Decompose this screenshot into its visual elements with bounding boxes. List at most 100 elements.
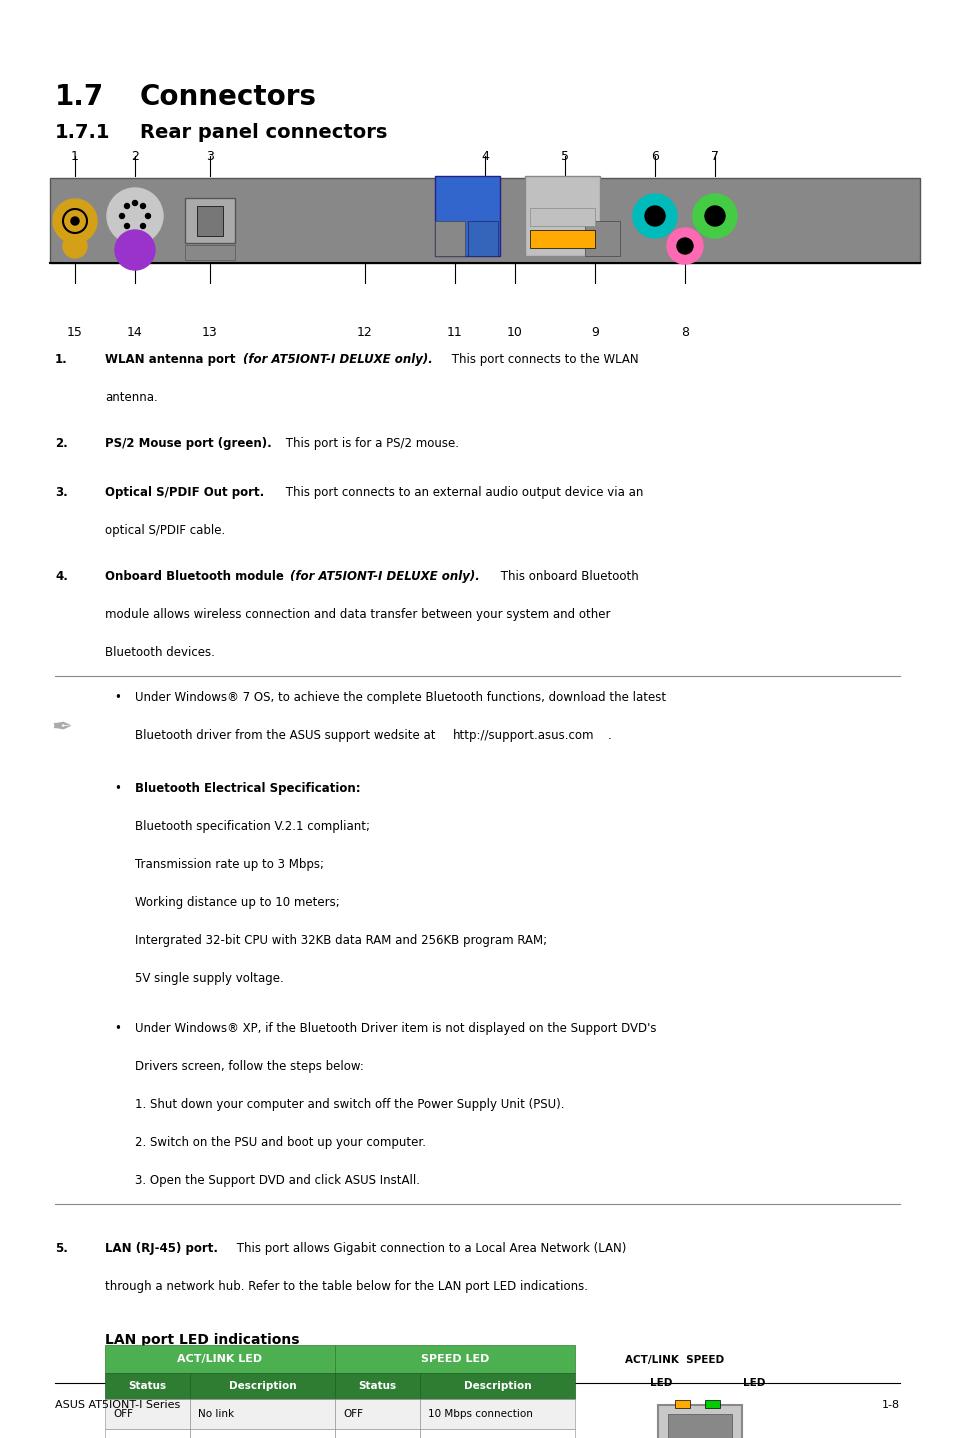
- Bar: [190, 1399, 335, 1428]
- Bar: [704, 1399, 720, 1408]
- Bar: [584, 221, 619, 256]
- Text: 3: 3: [206, 150, 213, 162]
- Text: This onboard Bluetooth: This onboard Bluetooth: [497, 569, 639, 582]
- Bar: [105, 1345, 335, 1373]
- Text: http://support.asus.com: http://support.asus.com: [453, 729, 594, 742]
- Bar: [105, 1373, 190, 1399]
- Text: 13: 13: [202, 326, 217, 339]
- Bar: [105, 1428, 190, 1438]
- Text: LAN port LED indications: LAN port LED indications: [105, 1333, 299, 1347]
- Text: LED: LED: [742, 1378, 764, 1388]
- Text: Under Windows® 7 OS, to achieve the complete Bluetooth functions, download the l: Under Windows® 7 OS, to achieve the comp…: [135, 692, 665, 705]
- Bar: [468, 221, 497, 256]
- Text: ACT/LINK  SPEED: ACT/LINK SPEED: [624, 1355, 723, 1365]
- Circle shape: [146, 213, 151, 219]
- Bar: [335, 1399, 419, 1428]
- Bar: [667, 1414, 731, 1438]
- Circle shape: [53, 198, 97, 243]
- Text: ASUS AT5IONT-I Series: ASUS AT5IONT-I Series: [55, 1401, 180, 1411]
- Text: OFF: OFF: [112, 1409, 132, 1419]
- Text: 9: 9: [591, 326, 598, 339]
- Text: 3.: 3.: [55, 486, 68, 499]
- Bar: [530, 209, 595, 226]
- Text: LED: LED: [649, 1378, 672, 1388]
- Bar: [335, 1428, 419, 1438]
- Circle shape: [115, 230, 154, 270]
- Circle shape: [132, 200, 137, 206]
- Text: 15: 15: [67, 326, 83, 339]
- Text: 3. Open the Support DVD and click ASUS InstAll.: 3. Open the Support DVD and click ASUS I…: [135, 1173, 419, 1186]
- Text: 8: 8: [680, 326, 688, 339]
- Text: optical S/PDIF cable.: optical S/PDIF cable.: [105, 523, 225, 536]
- Text: Description: Description: [463, 1380, 531, 1391]
- Circle shape: [107, 188, 163, 244]
- Bar: [419, 1399, 575, 1428]
- Bar: [419, 1373, 575, 1399]
- Text: No link: No link: [198, 1409, 233, 1419]
- Text: PS/2 Mouse port (green).: PS/2 Mouse port (green).: [105, 437, 272, 450]
- Text: Status: Status: [358, 1380, 396, 1391]
- Text: Under Windows® XP, if the Bluetooth Driver item is not displayed on the Support : Under Windows® XP, if the Bluetooth Driv…: [135, 1021, 656, 1034]
- Text: 1.7: 1.7: [55, 83, 104, 111]
- Text: 4: 4: [480, 150, 489, 162]
- Text: module allows wireless connection and data transfer between your system and othe: module allows wireless connection and da…: [105, 608, 610, 621]
- Text: 1.: 1.: [55, 352, 68, 367]
- Text: 5.: 5.: [55, 1242, 68, 1255]
- Text: 1.7.1: 1.7.1: [55, 124, 111, 142]
- Text: 2.: 2.: [55, 437, 68, 450]
- Text: This port is for a PS/2 mouse.: This port is for a PS/2 mouse.: [282, 437, 458, 450]
- Bar: [335, 1373, 419, 1399]
- Text: Intergrated 32-bit CPU with 32KB data RAM and 256KB program RAM;: Intergrated 32-bit CPU with 32KB data RA…: [135, 935, 547, 948]
- Text: 6: 6: [650, 150, 659, 162]
- Text: WLAN antenna port: WLAN antenna port: [105, 352, 239, 367]
- Text: OFF: OFF: [343, 1409, 363, 1419]
- Bar: [185, 244, 234, 260]
- Text: Description: Description: [229, 1380, 296, 1391]
- Text: 1. Shut down your computer and switch off the Power Supply Unit (PSU).: 1. Shut down your computer and switch of…: [135, 1097, 564, 1110]
- Text: Rear panel connectors: Rear panel connectors: [140, 124, 387, 142]
- Text: 5: 5: [560, 150, 568, 162]
- Text: Bluetooth Electrical Specification:: Bluetooth Electrical Specification:: [135, 782, 360, 795]
- Text: LAN (RJ-45) port.: LAN (RJ-45) port.: [105, 1242, 218, 1255]
- Bar: [50, 178, 919, 263]
- Circle shape: [692, 194, 737, 239]
- Text: 2. Switch on the PSU and boot up your computer.: 2. Switch on the PSU and boot up your co…: [135, 1136, 426, 1149]
- Bar: [335, 1345, 575, 1373]
- Text: This port allows Gigabit connection to a Local Area Network (LAN): This port allows Gigabit connection to a…: [233, 1242, 626, 1255]
- Text: SPEED LED: SPEED LED: [420, 1353, 489, 1363]
- Text: (for AT5IONT-I DELUXE only).: (for AT5IONT-I DELUXE only).: [290, 569, 479, 582]
- Text: Transmission rate up to 3 Mbps;: Transmission rate up to 3 Mbps;: [135, 858, 324, 871]
- Text: 11: 11: [447, 326, 462, 339]
- Text: Optical S/PDIF Out port.: Optical S/PDIF Out port.: [105, 486, 264, 499]
- Text: Onboard Bluetooth module: Onboard Bluetooth module: [105, 569, 288, 582]
- Text: •: •: [115, 692, 130, 705]
- Text: 10: 10: [507, 326, 522, 339]
- Text: ACT/LINK LED: ACT/LINK LED: [177, 1353, 262, 1363]
- Text: .: .: [607, 729, 611, 742]
- Bar: [530, 230, 595, 247]
- Bar: [196, 206, 223, 236]
- Circle shape: [666, 229, 702, 265]
- Text: 5V single supply voltage.: 5V single supply voltage.: [135, 972, 283, 985]
- Bar: [190, 1373, 335, 1399]
- Circle shape: [677, 239, 692, 255]
- Bar: [185, 198, 234, 243]
- Text: ✒: ✒: [51, 716, 72, 741]
- Circle shape: [140, 223, 146, 229]
- Text: •: •: [115, 1021, 130, 1034]
- Text: 10 Mbps connection: 10 Mbps connection: [428, 1409, 533, 1419]
- Text: through a network hub. Refer to the table below for the LAN port LED indications: through a network hub. Refer to the tabl…: [105, 1280, 587, 1293]
- Text: (for AT5IONT-I DELUXE only).: (for AT5IONT-I DELUXE only).: [243, 352, 433, 367]
- Text: 1: 1: [71, 150, 79, 162]
- Text: antenna.: antenna.: [105, 391, 157, 404]
- Bar: [435, 175, 499, 256]
- Circle shape: [633, 194, 677, 239]
- Circle shape: [704, 206, 724, 226]
- Text: Bluetooth driver from the ASUS support wedsite at: Bluetooth driver from the ASUS support w…: [135, 729, 438, 742]
- Bar: [524, 175, 599, 256]
- Text: Working distance up to 10 meters;: Working distance up to 10 meters;: [135, 896, 339, 909]
- Text: Connectors: Connectors: [140, 83, 316, 111]
- Text: 14: 14: [127, 326, 143, 339]
- Text: •: •: [115, 782, 130, 795]
- Bar: [435, 221, 464, 256]
